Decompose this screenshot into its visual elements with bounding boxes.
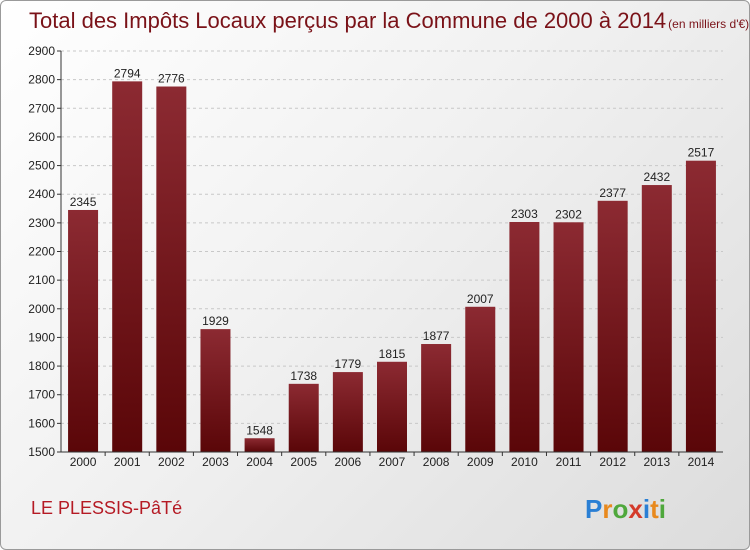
value-label-2007: 1815 [379,347,406,361]
logo-letter: x [628,494,643,524]
bar-2011 [553,222,584,452]
logo-letter: P [585,494,602,524]
x-tick-label-2005: 2005 [290,455,317,469]
bar-2003 [200,329,231,452]
y-tick-label: 2700 [28,101,55,115]
value-label-2003: 1929 [202,314,229,328]
bars [68,81,716,453]
bar-2014 [685,160,716,452]
y-tick-label: 2000 [28,302,55,316]
x-tick-label-2012: 2012 [599,455,626,469]
value-label-2014: 2517 [688,146,715,160]
value-label-2008: 1877 [423,329,450,343]
x-tick-label-2000: 2000 [70,455,97,469]
x-tick-label-2007: 2007 [379,455,406,469]
y-tick-label: 2800 [28,73,55,87]
y-tick-label: 1500 [28,445,55,459]
value-label-2005: 1738 [290,369,317,383]
x-tick-label-2013: 2013 [643,455,670,469]
x-tick-label-2006: 2006 [335,455,362,469]
bar-2001 [112,81,143,453]
y-tick-label: 1800 [28,359,55,373]
x-tick-label-2014: 2014 [688,455,715,469]
chart-title: Total des Impôts Locaux perçus par la Co… [29,8,749,33]
value-label-2011: 2302 [555,207,582,221]
y-tick-label: 1600 [28,416,55,430]
value-label-2001: 2794 [114,66,141,80]
y-tick-label: 2300 [28,216,55,230]
logo-letter: o [612,494,628,524]
bar-2000 [68,209,99,452]
value-label-2010: 2303 [511,207,538,221]
logo-letter: i [659,494,666,524]
x-tick-label-2004: 2004 [246,455,273,469]
bar-2009 [465,306,496,452]
bar-2004 [244,438,275,452]
bar-2012 [597,200,628,452]
x-tick-label-2001: 2001 [114,455,141,469]
x-axis: 2000 2001 2002 2003 2004 2005 2006 2007 2008 2009… [70,452,715,469]
y-tick-label: 1700 [28,388,55,402]
bar-2006 [332,372,363,452]
bar-2010 [509,221,540,452]
y-tick-label: 1900 [28,330,55,344]
chart-title-main: Total des Impôts Locaux perçus par la Co… [29,8,666,33]
value-label-2004: 1548 [246,423,273,437]
commune-name: LE PLESSIS-PâTé [31,498,182,518]
y-tick-label: 2600 [28,130,55,144]
bar-2007 [377,361,407,452]
value-label-2000: 2345 [70,195,97,209]
logo-letter: i [643,494,650,524]
x-tick-label-2011: 2011 [556,455,582,469]
logo-letter: t [650,494,659,524]
value-label-2006: 1779 [335,357,362,371]
logo-letter: r [602,494,612,524]
bar-2008 [421,344,452,452]
y-axis: 1500 1600 1700 1800 1900 2000 2100 2200 2300 2400… [28,44,61,459]
y-tick-label: 2900 [28,44,55,58]
x-tick-label-2003: 2003 [202,455,229,469]
y-tick-label: 2500 [28,159,55,173]
chart-title-unit: (en milliers d'€) [668,17,749,31]
y-tick-label: 2100 [28,273,55,287]
y-tick-label: 2400 [28,187,55,201]
y-tick-label: 2200 [28,245,55,259]
x-tick-label-2002: 2002 [158,455,185,469]
value-label-2013: 2432 [643,170,670,184]
x-tick-label-2009: 2009 [467,455,494,469]
value-label-2009: 2007 [467,292,494,306]
x-tick-label-2008: 2008 [423,455,450,469]
value-labels: 2345 2794 2776 1929 1548 1738 1779 1815 1877 2007… [70,66,715,437]
bar-2005 [288,383,319,452]
value-label-2002: 2776 [158,72,185,86]
x-tick-label-2010: 2010 [511,455,538,469]
proxiti-logo: Proxiti [585,494,666,524]
value-label-2012: 2377 [599,186,626,200]
bar-2013 [641,185,672,452]
bar-2002 [156,86,187,452]
